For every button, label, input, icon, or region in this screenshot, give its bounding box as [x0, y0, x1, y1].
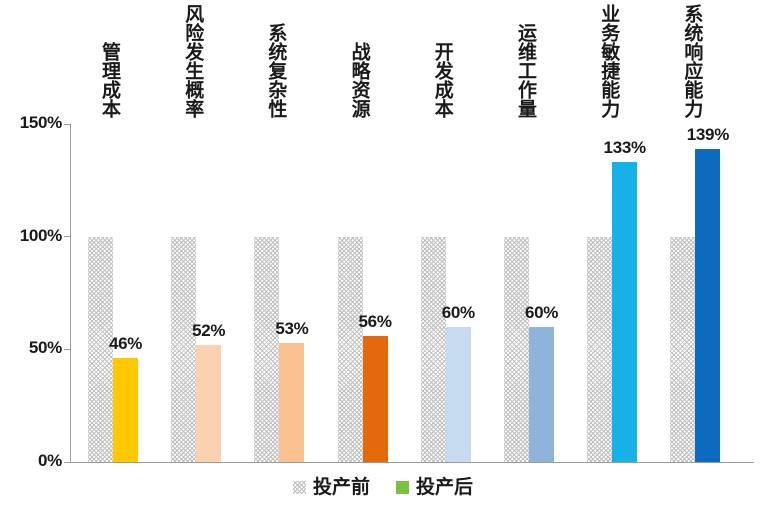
- bar-value-label: 139%: [686, 124, 730, 144]
- y-axis-tick-mark: [64, 236, 70, 238]
- bar-before: [337, 236, 363, 462]
- bar-after: [612, 162, 638, 462]
- bar-value-label: 52%: [192, 320, 226, 340]
- chart-legend: 投产前 投产后: [0, 478, 766, 497]
- x-axis-category-label: 系统复杂性: [265, 23, 287, 118]
- bar-after: [279, 342, 305, 462]
- bar-value-label: 60%: [441, 302, 475, 322]
- x-axis-category-label: 管理成本: [99, 42, 120, 118]
- bar-before: [88, 236, 113, 462]
- x-axis-category-label: 开发成本: [431, 42, 453, 118]
- bar-after: [196, 344, 222, 462]
- legend-label-after: 投产后: [416, 477, 474, 498]
- y-axis-line: [70, 124, 71, 462]
- x-axis-category-label: 系统响应能力: [681, 4, 703, 118]
- bar-before: [504, 236, 529, 462]
- hatch-gray-swatch: [292, 481, 306, 494]
- bar-value-label: 53%: [275, 318, 309, 338]
- bar-before: [171, 236, 197, 462]
- bar-after: [362, 335, 388, 462]
- bar-after: [695, 148, 721, 462]
- x-axis-category-label: 运维工作量: [515, 23, 536, 118]
- bar-value-label: 56%: [358, 311, 392, 331]
- bar-value-label: 133%: [603, 138, 647, 158]
- legend-label-before: 投产前: [312, 477, 370, 498]
- x-axis-line: [70, 462, 754, 463]
- y-axis-tick-mark: [64, 461, 70, 463]
- bar-before: [670, 236, 696, 462]
- bar-before: [254, 236, 280, 462]
- y-axis-tick-mark: [64, 348, 70, 350]
- x-axis-category-label: 业务敏捷能力: [598, 4, 620, 118]
- y-axis-tick-label: 50%: [28, 338, 62, 358]
- bar-before: [587, 236, 613, 462]
- bar-after: [445, 326, 471, 462]
- x-axis-category-label: 战略资源: [348, 42, 370, 118]
- bar-after: [113, 358, 138, 462]
- y-axis-tick-label: 100%: [19, 225, 63, 245]
- bar-value-label: 46%: [108, 334, 143, 354]
- green-swatch: [396, 481, 409, 494]
- bar-after: [529, 326, 554, 462]
- y-axis-tick-mark: [64, 123, 70, 125]
- bar-before: [420, 236, 446, 462]
- bar-value-label: 60%: [524, 302, 559, 322]
- legend-item-before[interactable]: 投产前: [292, 477, 370, 498]
- y-axis-tick-label: 150%: [19, 113, 63, 132]
- legend-item-after[interactable]: 投产后: [396, 478, 473, 497]
- y-axis-tick-label: 0%: [38, 451, 62, 470]
- x-axis-category-label: 风险发生概率: [182, 4, 204, 118]
